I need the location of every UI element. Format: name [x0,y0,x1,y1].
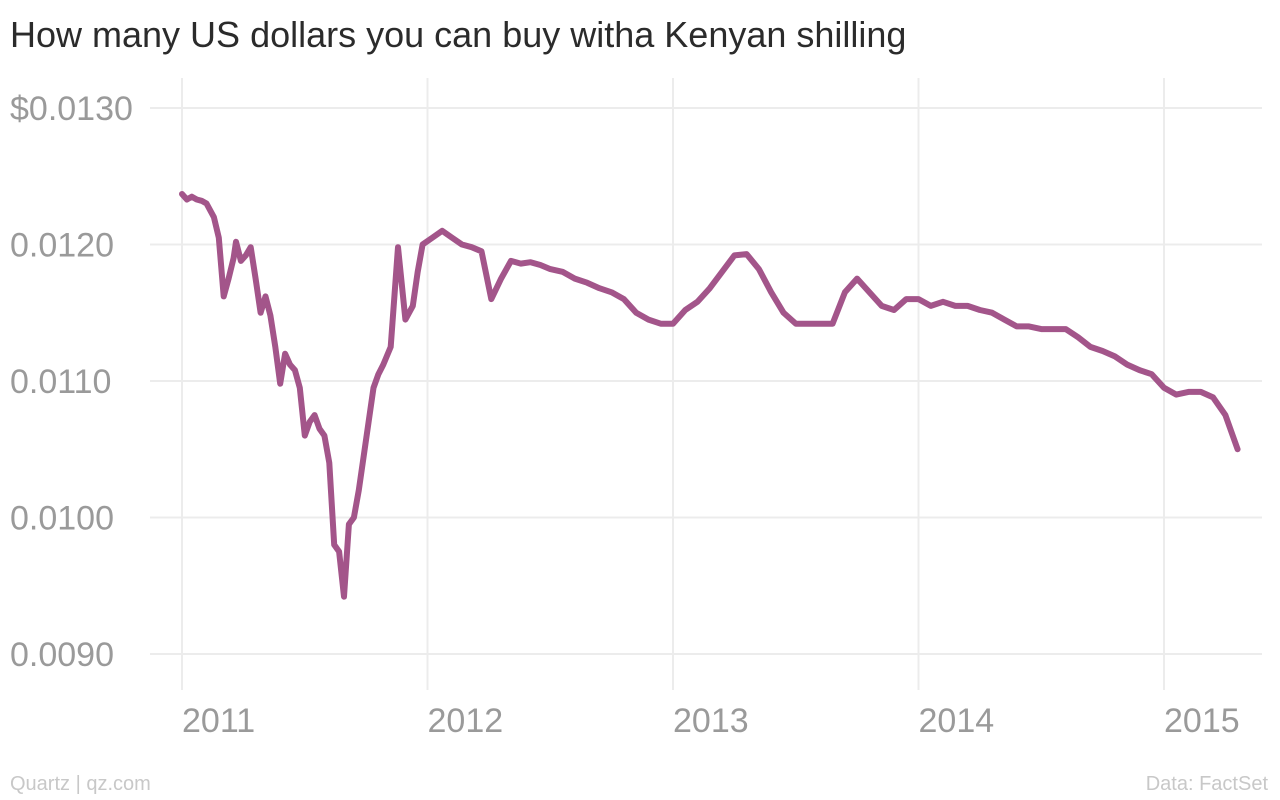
x-tick-label: 2014 [919,702,995,740]
grid-lines [150,78,1262,690]
data-credit: Data: FactSet [1145,773,1268,795]
source-credit: Quartz | qz.com [10,773,151,795]
x-tick-label: 2011 [182,702,255,740]
y-tick-label: 0.0090 [10,636,114,674]
series-group [179,191,1241,600]
x-tick-label: 2013 [673,702,749,740]
y-tick-label: $0.0130 [10,90,133,128]
chart-title: How many US dollars you can buy witha Ke… [10,14,907,55]
y-tick-label: 0.0110 [10,363,111,401]
x-axis-tick-labels: 2011 2012 2013 2014 2015 [182,702,1240,740]
y-tick-label: 0.0100 [10,500,114,538]
x-tick-label: 2015 [1164,702,1240,740]
y-axis-tick-labels: $0.0130 0.0120 0.0110 0.0100 0.0090 [10,90,133,674]
y-tick-label: 0.0120 [10,227,114,265]
series-line [179,191,1241,600]
x-tick-label: 2012 [428,702,504,740]
